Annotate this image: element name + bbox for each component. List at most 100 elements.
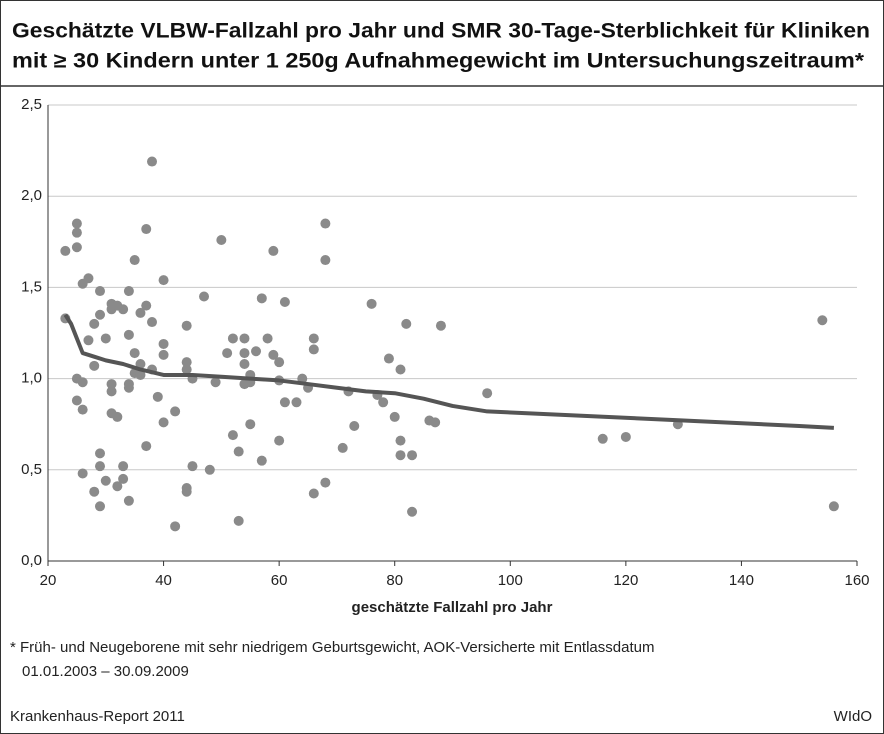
point xyxy=(366,298,377,309)
point xyxy=(158,275,169,286)
point xyxy=(233,515,244,526)
point xyxy=(828,501,839,512)
point xyxy=(152,391,163,402)
point xyxy=(83,273,94,284)
point xyxy=(112,411,123,422)
point xyxy=(308,344,319,355)
point xyxy=(435,320,446,331)
y-tick-label: 2,5 xyxy=(21,96,42,113)
trend-line xyxy=(63,313,834,430)
publisher: WIdO xyxy=(834,708,872,725)
point xyxy=(279,397,290,408)
point xyxy=(308,488,319,499)
y-tick-label: 2,0 xyxy=(21,187,42,204)
point xyxy=(274,357,285,368)
point xyxy=(349,421,360,432)
point xyxy=(141,224,152,235)
point xyxy=(395,364,406,375)
point xyxy=(401,318,412,329)
point xyxy=(118,304,129,315)
point xyxy=(129,348,140,359)
point xyxy=(89,318,100,329)
point xyxy=(147,156,158,167)
y-tick-label: 1,0 xyxy=(21,370,42,387)
point xyxy=(320,218,331,229)
point xyxy=(383,353,394,364)
point xyxy=(135,369,146,380)
point xyxy=(620,431,631,442)
point xyxy=(181,486,192,497)
point xyxy=(158,417,169,428)
point xyxy=(71,227,82,238)
point xyxy=(71,395,82,406)
point xyxy=(123,382,134,393)
x-tick-label: 160 xyxy=(844,572,869,589)
point xyxy=(204,464,215,475)
point xyxy=(181,320,192,331)
point xyxy=(251,346,262,357)
point xyxy=(95,309,106,320)
point xyxy=(291,397,302,408)
point xyxy=(60,245,71,256)
point xyxy=(170,406,181,417)
point xyxy=(227,333,238,344)
x-tick-label: 100 xyxy=(498,572,523,589)
point xyxy=(320,477,331,488)
x-tick-label: 140 xyxy=(729,572,754,589)
point xyxy=(135,307,146,318)
point xyxy=(135,359,146,370)
point xyxy=(239,348,250,359)
point xyxy=(256,455,267,466)
point xyxy=(83,335,94,346)
point xyxy=(308,333,319,344)
point xyxy=(395,435,406,446)
x-axis-label: geschätzte Fallzahl pro Jahr xyxy=(352,599,553,616)
point xyxy=(187,461,198,472)
point xyxy=(268,349,279,360)
point xyxy=(268,245,279,256)
point xyxy=(95,286,106,297)
point xyxy=(199,291,210,302)
y-tick-label: 0,0 xyxy=(21,552,42,569)
point xyxy=(337,442,348,453)
x-tick-label: 20 xyxy=(40,572,57,589)
point xyxy=(77,377,88,388)
footnote: 01.01.2003 – 30.09.2009 xyxy=(22,663,189,680)
y-tick-label: 1,5 xyxy=(21,278,42,295)
point xyxy=(245,419,256,430)
point xyxy=(239,333,250,344)
x-tick-label: 80 xyxy=(386,572,403,589)
x-tick-label: 60 xyxy=(271,572,288,589)
point xyxy=(233,446,244,457)
footnote: * Früh- und Neugeborene mit sehr niedrig… xyxy=(10,639,654,656)
point xyxy=(817,315,828,326)
point xyxy=(123,286,134,297)
point xyxy=(141,441,152,452)
point xyxy=(227,430,238,441)
point xyxy=(158,349,169,360)
point xyxy=(262,333,273,344)
source: Krankenhaus-Report 2011 xyxy=(10,708,185,725)
point xyxy=(597,433,608,444)
point xyxy=(222,348,233,359)
point xyxy=(89,360,100,371)
point xyxy=(395,450,406,461)
point xyxy=(158,338,169,349)
point xyxy=(378,397,389,408)
y-tick-label: 0,5 xyxy=(21,461,42,478)
point xyxy=(181,357,192,368)
x-tick-label: 40 xyxy=(155,572,172,589)
point xyxy=(170,521,181,532)
point xyxy=(279,296,290,307)
point xyxy=(274,435,285,446)
point xyxy=(95,501,106,512)
point xyxy=(118,473,129,484)
point xyxy=(123,329,134,340)
point xyxy=(71,242,82,253)
x-tick-label: 120 xyxy=(613,572,638,589)
point xyxy=(89,486,100,497)
point xyxy=(407,450,418,461)
point xyxy=(71,218,82,229)
point xyxy=(256,293,267,304)
point xyxy=(210,377,221,388)
